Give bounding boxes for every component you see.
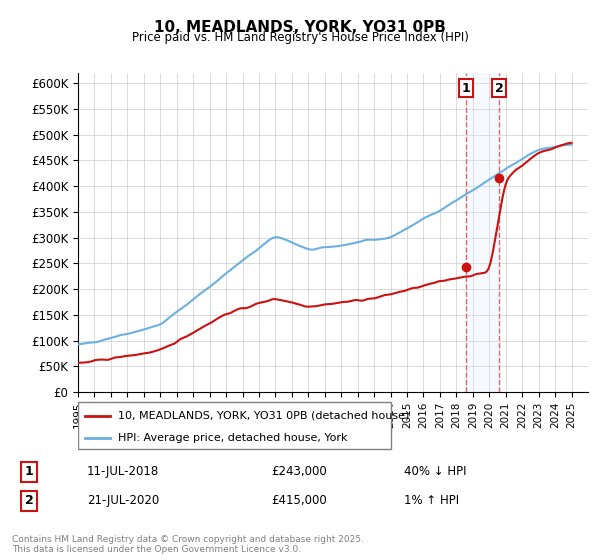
Bar bbox=[466, 73, 499, 392]
Text: Price paid vs. HM Land Registry's House Price Index (HPI): Price paid vs. HM Land Registry's House … bbox=[131, 31, 469, 44]
Text: 2: 2 bbox=[494, 82, 503, 95]
Text: 21-JUL-2020: 21-JUL-2020 bbox=[87, 494, 159, 507]
Text: 10, MEADLANDS, YORK, YO31 0PB (detached house): 10, MEADLANDS, YORK, YO31 0PB (detached … bbox=[118, 410, 409, 421]
Text: £415,000: £415,000 bbox=[271, 494, 327, 507]
Text: 11-JUL-2018: 11-JUL-2018 bbox=[87, 465, 159, 478]
FancyBboxPatch shape bbox=[78, 403, 391, 449]
Text: 1: 1 bbox=[25, 465, 34, 478]
Text: £243,000: £243,000 bbox=[271, 465, 327, 478]
Text: 1% ↑ HPI: 1% ↑ HPI bbox=[404, 494, 459, 507]
Text: HPI: Average price, detached house, York: HPI: Average price, detached house, York bbox=[118, 433, 347, 443]
Text: Contains HM Land Registry data © Crown copyright and database right 2025.
This d: Contains HM Land Registry data © Crown c… bbox=[12, 535, 364, 554]
Text: 10, MEADLANDS, YORK, YO31 0PB: 10, MEADLANDS, YORK, YO31 0PB bbox=[154, 20, 446, 35]
Text: 2: 2 bbox=[25, 494, 34, 507]
Text: 40% ↓ HPI: 40% ↓ HPI bbox=[404, 465, 466, 478]
Text: 1: 1 bbox=[461, 82, 470, 95]
